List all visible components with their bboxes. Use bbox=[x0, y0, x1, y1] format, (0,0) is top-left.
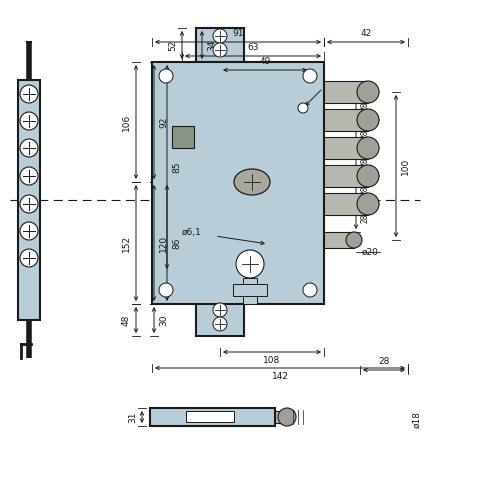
Bar bbox=[186, 411, 234, 422]
Circle shape bbox=[236, 250, 264, 278]
Circle shape bbox=[20, 195, 38, 213]
Text: 42: 42 bbox=[361, 29, 372, 38]
Bar bbox=[324, 232, 354, 248]
Circle shape bbox=[20, 222, 38, 240]
Text: 48: 48 bbox=[122, 314, 131, 325]
Bar bbox=[324, 165, 368, 187]
Circle shape bbox=[278, 408, 296, 426]
Text: 63: 63 bbox=[247, 43, 259, 52]
Bar bbox=[324, 193, 368, 215]
Circle shape bbox=[159, 283, 173, 297]
Circle shape bbox=[213, 303, 227, 317]
Circle shape bbox=[357, 81, 379, 103]
Circle shape bbox=[159, 69, 173, 83]
Circle shape bbox=[20, 167, 38, 185]
Ellipse shape bbox=[234, 169, 270, 195]
Text: 31: 31 bbox=[128, 411, 137, 423]
Circle shape bbox=[20, 139, 38, 157]
Text: 85: 85 bbox=[172, 161, 181, 173]
Text: 142: 142 bbox=[271, 372, 289, 381]
Circle shape bbox=[20, 249, 38, 267]
Circle shape bbox=[213, 43, 227, 57]
Circle shape bbox=[357, 109, 379, 131]
Circle shape bbox=[298, 103, 308, 113]
Text: 30: 30 bbox=[159, 314, 168, 326]
Circle shape bbox=[346, 232, 362, 248]
Text: 52: 52 bbox=[168, 40, 177, 51]
Bar bbox=[324, 137, 368, 159]
Text: ø18: ø18 bbox=[412, 411, 421, 428]
Text: ø20: ø20 bbox=[362, 247, 379, 257]
Text: 100: 100 bbox=[401, 157, 410, 175]
Bar bbox=[196, 28, 244, 62]
Text: 34: 34 bbox=[207, 40, 216, 51]
Text: ø6,1: ø6,1 bbox=[182, 227, 202, 237]
Text: 28: 28 bbox=[361, 101, 370, 111]
Bar bbox=[152, 62, 324, 304]
Circle shape bbox=[357, 165, 379, 187]
Text: 28: 28 bbox=[361, 185, 370, 195]
Bar bbox=[233, 284, 267, 296]
Text: 106: 106 bbox=[122, 113, 131, 131]
Bar bbox=[275, 411, 287, 423]
Bar bbox=[172, 126, 194, 148]
Circle shape bbox=[20, 85, 38, 103]
Bar bbox=[324, 81, 368, 103]
Bar bbox=[324, 109, 368, 131]
Text: 86: 86 bbox=[172, 237, 181, 249]
Bar bbox=[150, 408, 275, 426]
Text: 28: 28 bbox=[361, 213, 370, 223]
Circle shape bbox=[303, 69, 317, 83]
Circle shape bbox=[213, 317, 227, 331]
Circle shape bbox=[357, 193, 379, 215]
Bar bbox=[18, 80, 40, 320]
Text: 28: 28 bbox=[361, 157, 370, 167]
Bar bbox=[196, 302, 244, 336]
Text: 120: 120 bbox=[159, 234, 168, 251]
Circle shape bbox=[213, 29, 227, 43]
Bar bbox=[243, 278, 257, 304]
Text: 91: 91 bbox=[232, 29, 244, 38]
Circle shape bbox=[303, 283, 317, 297]
Text: 28: 28 bbox=[378, 357, 390, 366]
Text: 152: 152 bbox=[122, 234, 131, 251]
Text: 108: 108 bbox=[263, 356, 281, 365]
Circle shape bbox=[357, 137, 379, 159]
Text: ø8: ø8 bbox=[325, 86, 334, 95]
Circle shape bbox=[20, 112, 38, 130]
Text: 49: 49 bbox=[259, 57, 271, 66]
Text: 92: 92 bbox=[159, 116, 168, 128]
Text: 28: 28 bbox=[361, 129, 370, 139]
